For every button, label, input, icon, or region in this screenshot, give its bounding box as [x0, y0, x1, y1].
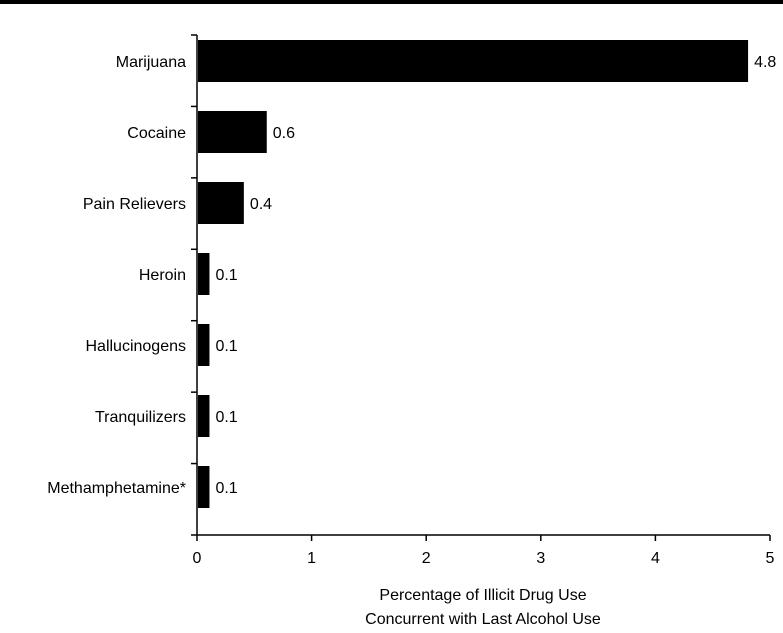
- bar-cocaine: [198, 111, 267, 153]
- y-ticks-group: [191, 34, 197, 536]
- bar-methamphetamine: [198, 466, 210, 508]
- data-label: 4.8: [754, 54, 776, 71]
- x-axis-title-line-1: Percentage of Illicit Drug Use: [379, 587, 586, 604]
- x-axis-title-line-2: Concurrent with Last Alcohol Use: [365, 611, 601, 628]
- bar-marijuana: [198, 40, 749, 82]
- category-label: Hallucinogens: [85, 338, 186, 355]
- x-tick-label: 4: [651, 550, 660, 567]
- data-label: 0.6: [273, 125, 295, 142]
- data-label: 0.4: [250, 196, 272, 213]
- x-tick-label: 0: [193, 550, 202, 567]
- data-labels-group: 4.8 0.6 0.4 0.1 0.1 0.1 0.1: [215, 54, 776, 497]
- data-label: 0.1: [215, 480, 237, 497]
- bar-tranquilizers: [198, 395, 210, 437]
- category-label: Pain Relievers: [83, 196, 186, 213]
- data-label: 0.1: [215, 409, 237, 426]
- category-label: Methamphetamine*: [47, 480, 186, 497]
- bar-pain-relievers: [198, 182, 244, 224]
- x-tick-label: 3: [536, 550, 545, 567]
- category-labels-group: Marijuana Cocaine Pain Relievers Heroin Hall…: [47, 54, 186, 497]
- bars-group: [198, 40, 749, 508]
- x-tick-label: 1: [307, 550, 316, 567]
- category-label: Marijuana: [116, 54, 186, 71]
- data-label: 0.1: [215, 338, 237, 355]
- category-label: Heroin: [139, 267, 186, 284]
- x-tick-label: 2: [422, 550, 431, 567]
- data-label: 0.1: [215, 267, 237, 284]
- top-rule: [0, 0, 783, 4]
- x-tick-label: 5: [766, 550, 775, 567]
- bar-heroin: [198, 253, 210, 295]
- bar-hallucinogens: [198, 324, 210, 366]
- category-label: Tranquilizers: [95, 409, 186, 426]
- x-ticks-group: 0 1 2 3 4 5: [193, 535, 775, 567]
- category-label: Cocaine: [127, 125, 186, 142]
